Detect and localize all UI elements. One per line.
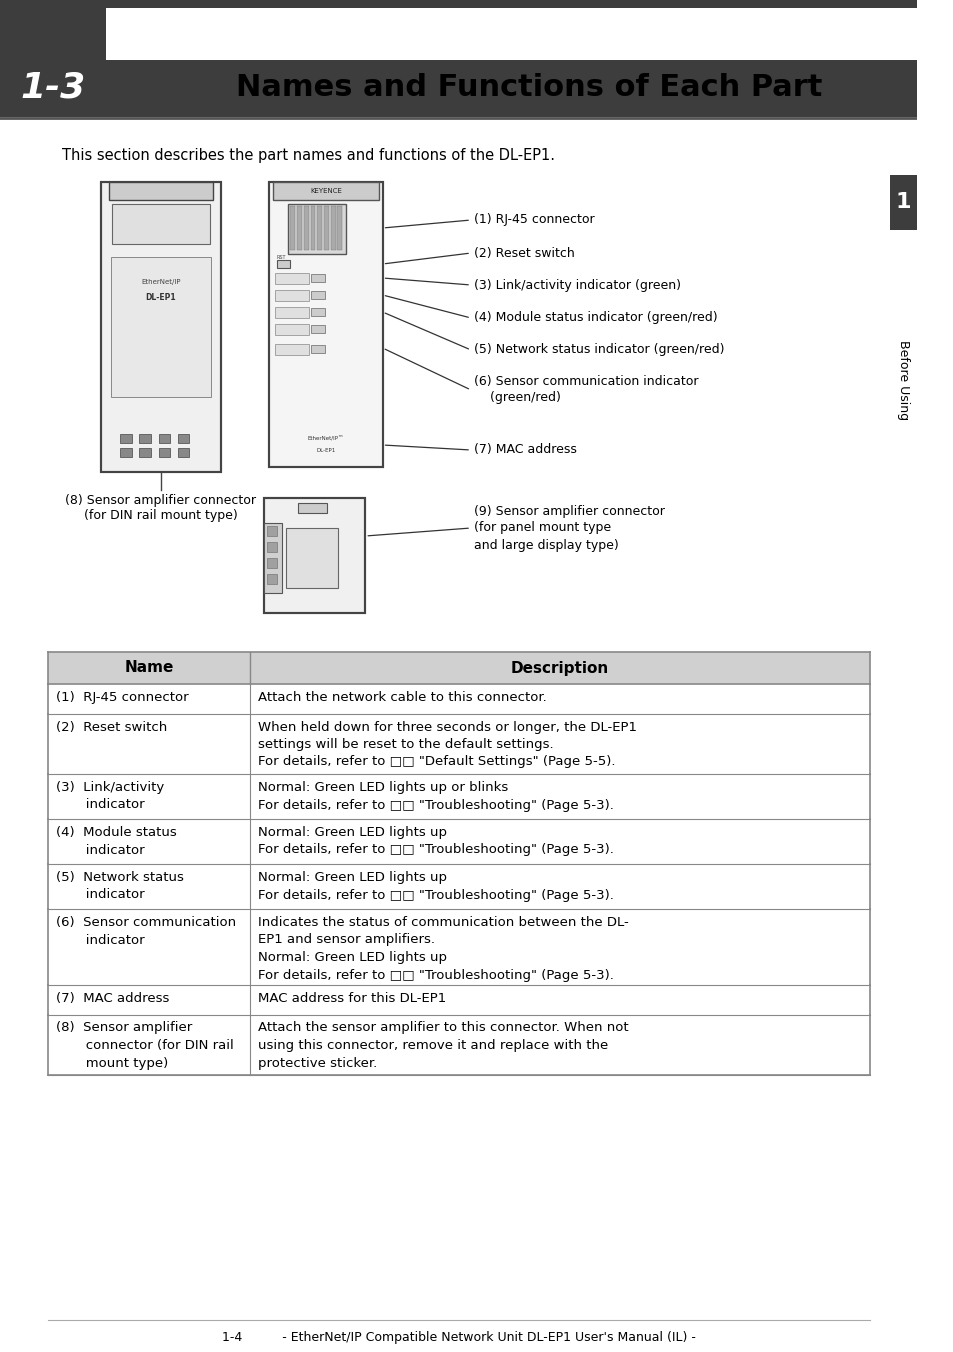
Text: EtherNet/IP™: EtherNet/IP™ xyxy=(307,437,344,442)
Text: (3)  Link/activity
       indicator: (3) Link/activity indicator xyxy=(55,781,164,811)
Bar xyxy=(311,324,325,333)
Text: Normal: Green LED lights up or blinks
For details, refer to □□ "Troubleshooting": Normal: Green LED lights up or blinks Fo… xyxy=(257,781,613,811)
Text: (5)  Network status
       indicator: (5) Network status indicator xyxy=(55,871,183,902)
Bar xyxy=(139,448,151,457)
Bar xyxy=(274,273,308,284)
Bar xyxy=(264,523,281,594)
Bar xyxy=(177,434,190,443)
Bar xyxy=(48,652,869,684)
Text: Attach the network cable to this connector.: Attach the network cable to this connect… xyxy=(257,691,546,704)
Bar xyxy=(337,206,342,250)
Bar xyxy=(274,343,308,356)
Text: (4)  Module status
       indicator: (4) Module status indicator xyxy=(55,826,176,857)
Text: Description: Description xyxy=(510,661,608,676)
Bar xyxy=(311,308,325,316)
Text: DL-EP1: DL-EP1 xyxy=(146,292,176,301)
Bar xyxy=(267,558,276,568)
Text: Attach the sensor amplifier to this connector. When not
using this connector, re: Attach the sensor amplifier to this conn… xyxy=(257,1022,628,1069)
Text: (7)  MAC address: (7) MAC address xyxy=(55,992,169,1005)
Bar xyxy=(317,206,322,250)
Bar xyxy=(158,448,170,457)
Bar xyxy=(331,206,335,250)
Bar xyxy=(311,274,325,283)
Text: (6) Sensor communication indicator
    (green/red): (6) Sensor communication indicator (gree… xyxy=(474,376,698,404)
Bar xyxy=(889,174,916,230)
Text: This section describes the part names and functions of the DL-EP1.: This section describes the part names an… xyxy=(62,147,555,164)
Bar xyxy=(324,206,329,250)
Bar xyxy=(273,183,378,200)
Bar xyxy=(120,448,132,457)
Bar xyxy=(177,448,190,457)
Text: (7) MAC address: (7) MAC address xyxy=(474,443,577,457)
Text: (3) Link/activity indicator (green): (3) Link/activity indicator (green) xyxy=(474,279,680,292)
Text: Normal: Green LED lights up
For details, refer to □□ "Troubleshooting" (Page 5-3: Normal: Green LED lights up For details,… xyxy=(257,826,613,857)
Text: (8) Sensor amplifier connector
(for DIN rail mount type): (8) Sensor amplifier connector (for DIN … xyxy=(65,493,255,522)
Text: (8)  Sensor amplifier
       connector (for DIN rail
       mount type): (8) Sensor amplifier connector (for DIN … xyxy=(55,1022,233,1069)
Text: (2)  Reset switch: (2) Reset switch xyxy=(55,721,167,734)
Bar xyxy=(285,529,338,588)
Bar xyxy=(276,260,290,268)
Bar xyxy=(269,183,382,466)
Text: When held down for three seconds or longer, the DL-EP1
settings will be reset to: When held down for three seconds or long… xyxy=(257,721,636,768)
Bar xyxy=(274,324,308,335)
Bar xyxy=(101,183,221,472)
Bar xyxy=(267,542,276,552)
Bar xyxy=(267,526,276,535)
Bar xyxy=(0,0,106,105)
Bar xyxy=(290,206,294,250)
Bar xyxy=(0,0,916,8)
Text: Normal: Green LED lights up
For details, refer to □□ "Troubleshooting" (Page 5-3: Normal: Green LED lights up For details,… xyxy=(257,871,613,902)
Text: Indicates the status of communication between the DL-
EP1 and sensor amplifiers.: Indicates the status of communication be… xyxy=(257,917,628,982)
Text: (9) Sensor amplifier connector
(for panel mount type
and large display type): (9) Sensor amplifier connector (for pane… xyxy=(474,504,664,552)
Text: (1) RJ-45 connector: (1) RJ-45 connector xyxy=(474,214,594,227)
Text: (6)  Sensor communication
       indicator: (6) Sensor communication indicator xyxy=(55,917,235,946)
Bar xyxy=(311,291,325,299)
Text: Before Using: Before Using xyxy=(896,339,909,420)
Bar xyxy=(269,183,382,466)
Bar xyxy=(0,59,916,115)
Bar xyxy=(311,345,325,353)
Bar xyxy=(303,206,308,250)
Text: (4) Module status indicator (green/red): (4) Module status indicator (green/red) xyxy=(474,311,717,324)
Text: (1)  RJ-45 connector: (1) RJ-45 connector xyxy=(55,691,188,704)
Bar xyxy=(297,503,327,512)
Text: Names and Functions of Each Part: Names and Functions of Each Part xyxy=(235,73,821,103)
Bar xyxy=(101,183,221,472)
Text: (2) Reset switch: (2) Reset switch xyxy=(474,246,574,260)
Text: (5) Network status indicator (green/red): (5) Network status indicator (green/red) xyxy=(474,343,723,357)
Bar xyxy=(288,204,346,254)
Bar xyxy=(139,434,151,443)
Bar xyxy=(111,257,212,397)
Text: EtherNet/IP: EtherNet/IP xyxy=(141,279,180,285)
Bar xyxy=(296,206,301,250)
Bar xyxy=(109,183,213,200)
Bar xyxy=(158,434,170,443)
Text: RST: RST xyxy=(276,256,286,260)
Text: DL-EP1: DL-EP1 xyxy=(316,449,335,453)
Bar xyxy=(267,575,276,584)
Text: 1-3: 1-3 xyxy=(20,72,86,105)
Text: 1: 1 xyxy=(895,192,910,212)
Bar xyxy=(274,289,308,301)
Text: KEYENCE: KEYENCE xyxy=(310,188,341,193)
Bar xyxy=(274,307,308,318)
Text: Name: Name xyxy=(124,661,173,676)
Bar xyxy=(120,434,132,443)
Text: 1-4          - EtherNet/IP Compatible Network Unit DL-EP1 User's Manual (IL) -: 1-4 - EtherNet/IP Compatible Network Uni… xyxy=(221,1332,695,1344)
Text: MAC address for this DL-EP1: MAC address for this DL-EP1 xyxy=(257,992,445,1005)
Bar xyxy=(310,206,315,250)
Bar xyxy=(264,498,365,612)
Bar xyxy=(264,498,365,612)
Bar xyxy=(112,204,210,243)
